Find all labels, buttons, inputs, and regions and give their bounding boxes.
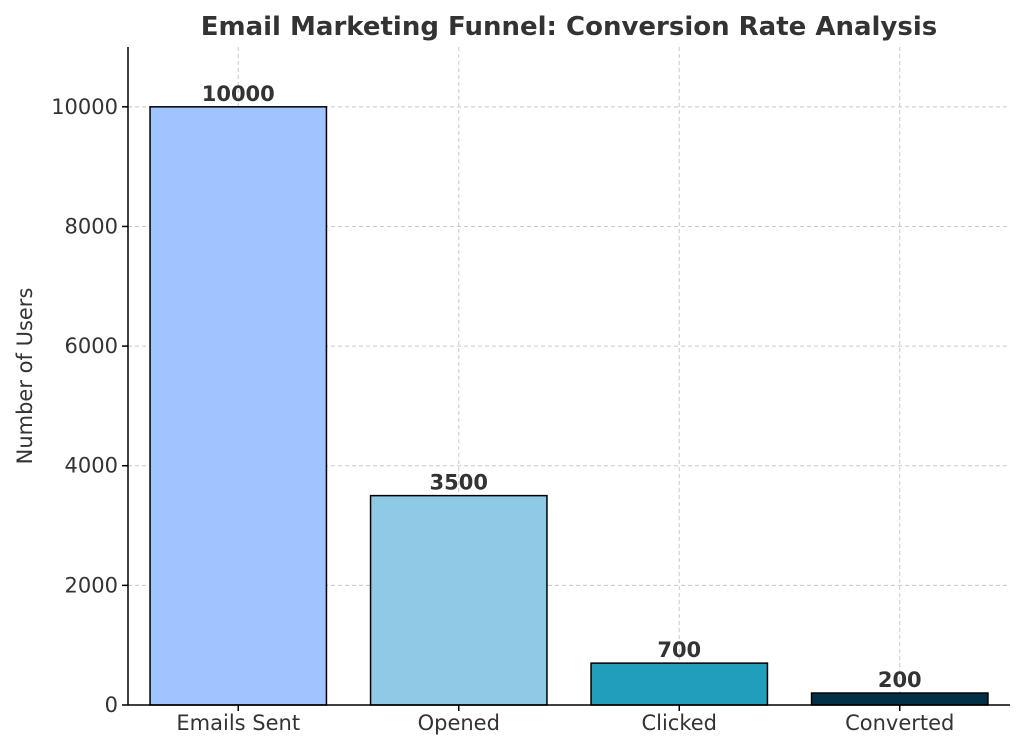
y-tick-label: 4000 [65,454,118,478]
y-axis-label: Number of Users [13,288,37,465]
data-label: 10000 [202,82,275,106]
y-tick-label: 0 [105,693,118,717]
y-tick-label: 6000 [65,334,118,358]
x-tick-label: Clicked [641,711,717,735]
y-tick-label: 8000 [65,214,118,238]
y-tick-label: 10000 [51,95,118,119]
y-tick-label: 2000 [65,573,118,597]
x-tick-label: Opened [418,711,500,735]
bar-opened [369,494,548,706]
bars [149,106,989,706]
axes [127,47,1010,706]
bar-converted [810,692,989,706]
x-tick-label: Converted [845,711,954,735]
data-label: 200 [878,668,922,692]
y-ticks: 0 2000 4000 6000 8000 10000 [51,95,128,717]
chart-title: Email Marketing Funnel: Conversion Rate … [201,12,938,42]
x-tick-label: Emails Sent [176,711,300,735]
data-label: 700 [657,638,701,662]
x-ticks: Emails Sent Opened Clicked Converted [176,705,954,735]
data-label: 3500 [430,471,488,495]
data-labels: 10000 3500 700 200 [202,82,922,692]
bar-emails-sent [149,106,328,706]
bar-clicked [590,662,769,706]
